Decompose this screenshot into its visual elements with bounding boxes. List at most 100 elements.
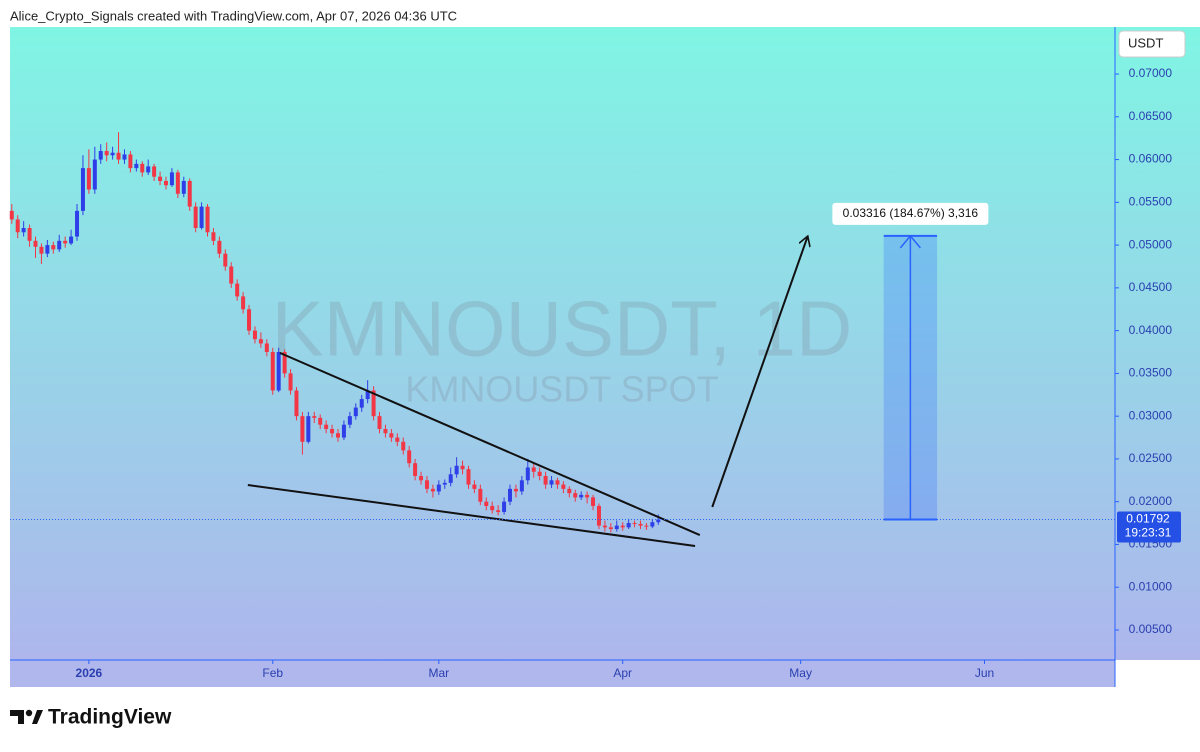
candle-body [69, 236, 74, 244]
candle-body [359, 399, 364, 408]
candle-body [116, 152, 121, 160]
x-tick-label: Apr [613, 666, 632, 680]
y-tick-label: 0.06000 [1129, 152, 1173, 166]
candle-body [519, 480, 524, 492]
last-price-label: 0.01792 [1126, 512, 1170, 526]
candle-body [573, 493, 578, 498]
brand: TradingView [48, 706, 172, 729]
candle-body [549, 480, 554, 485]
candle-body [377, 416, 382, 429]
candle-body [294, 390, 299, 417]
candle-body [383, 428, 388, 434]
candle-body [585, 494, 590, 498]
candle-body [460, 465, 465, 470]
candle-body [496, 510, 501, 512]
y-tick-label: 0.02500 [1129, 451, 1173, 465]
candle-body [92, 159, 97, 190]
x-tick-label: Mar [428, 666, 449, 680]
candle-body [602, 525, 607, 528]
candle-body [187, 180, 192, 207]
x-tick-label: Feb [262, 666, 283, 680]
candle-body [276, 352, 281, 391]
candle-body [306, 416, 311, 442]
candle-body [537, 471, 542, 477]
time-axis-background [10, 660, 1115, 687]
candle-body [163, 180, 168, 186]
candle-body [413, 463, 418, 477]
candle-body [318, 417, 323, 425]
candle-body [341, 424, 346, 438]
candle-body [312, 416, 317, 418]
candle-body [436, 484, 441, 492]
plot-background [10, 27, 1200, 660]
candle-body [45, 245, 50, 254]
watermark-sub: KMNOUSDT SPOT [405, 369, 718, 410]
candle-body [644, 525, 649, 527]
candle-body [57, 240, 62, 250]
candle-body [525, 467, 530, 481]
candle-body [211, 232, 216, 241]
candle-body [63, 240, 68, 244]
y-tick-label: 0.03500 [1129, 366, 1173, 380]
candle-body [217, 240, 222, 254]
candle-body [193, 206, 198, 228]
header: Alice_Crypto_Signals created with Tradin… [10, 8, 457, 23]
x-tick-label: May [789, 666, 812, 680]
candle-body [252, 330, 257, 340]
candle-body [484, 501, 489, 506]
candle-body [264, 343, 269, 353]
candle-body [419, 476, 424, 481]
candle-body [140, 163, 145, 173]
candle-body [490, 505, 495, 511]
candle-body [39, 246, 44, 254]
candle-body [591, 497, 596, 506]
candle-body [430, 488, 435, 492]
candle-body [158, 176, 163, 181]
y-tick-label: 0.00500 [1129, 622, 1173, 636]
measure-arrowhead [899, 234, 921, 249]
candle-body [632, 523, 637, 525]
candle-body [146, 166, 151, 173]
candle-body [579, 494, 584, 498]
candle-body [596, 505, 601, 526]
candle-body [27, 227, 32, 241]
y-tick-label: 0.04000 [1129, 323, 1173, 337]
y-tick-label: 0.02000 [1129, 494, 1173, 508]
candle-body [205, 206, 210, 233]
candle-body [656, 519, 661, 523]
candle-body [336, 433, 341, 438]
candle-body [300, 416, 305, 442]
candle-body [466, 469, 471, 485]
candle-body [555, 480, 560, 485]
candle-body [9, 210, 14, 220]
y-tick-label: 0.05000 [1129, 237, 1173, 251]
candle-body [122, 154, 127, 160]
x-tick-label: Jun [975, 666, 994, 680]
candle-body [241, 296, 246, 310]
candle-body [324, 424, 329, 429]
candle-body [288, 373, 293, 391]
candle-body [454, 465, 459, 475]
y-tick-label: 0.01000 [1129, 579, 1173, 593]
logo [10, 709, 43, 724]
y-tick-label: 0.07000 [1129, 66, 1173, 80]
candle-body [442, 482, 447, 485]
candle-body [15, 219, 20, 233]
measure-label: 0.03316 (184.67%) 3,316 [843, 206, 979, 220]
candle-body [181, 180, 186, 194]
candle-body [175, 172, 180, 194]
candle-body [407, 450, 412, 464]
candle-body [270, 352, 275, 391]
candle-body [330, 428, 335, 434]
candle-body [134, 163, 139, 169]
candle-body [531, 467, 536, 472]
trendline [279, 351, 701, 536]
candle-body [478, 488, 483, 502]
last-price-box [1117, 511, 1181, 543]
candle-body [389, 433, 394, 438]
candle-body [567, 488, 572, 494]
candle-body [33, 240, 38, 247]
candle-body [104, 151, 109, 156]
candle-body [650, 522, 655, 527]
currency-box[interactable] [1118, 30, 1186, 58]
